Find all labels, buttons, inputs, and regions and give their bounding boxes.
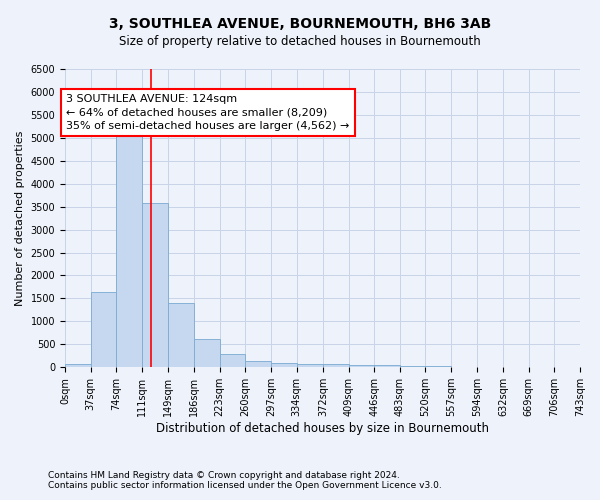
- Bar: [374, 365, 400, 367]
- Bar: [451, 366, 477, 367]
- Bar: [271, 362, 296, 367]
- X-axis label: Distribution of detached houses by size in Bournemouth: Distribution of detached houses by size …: [156, 422, 489, 435]
- Bar: [65, 364, 91, 367]
- Bar: [296, 364, 323, 367]
- Bar: [220, 354, 245, 367]
- Bar: [142, 202, 168, 367]
- Bar: [425, 366, 451, 367]
- Bar: [91, 292, 116, 367]
- Bar: [245, 361, 271, 367]
- Bar: [168, 302, 194, 367]
- Bar: [349, 364, 374, 367]
- Text: Size of property relative to detached houses in Bournemouth: Size of property relative to detached ho…: [119, 35, 481, 48]
- Text: 3 SOUTHLEA AVENUE: 124sqm
← 64% of detached houses are smaller (8,209)
35% of se: 3 SOUTHLEA AVENUE: 124sqm ← 64% of detac…: [67, 94, 350, 130]
- Text: Contains public sector information licensed under the Open Government Licence v3: Contains public sector information licen…: [48, 481, 442, 490]
- Bar: [400, 366, 425, 367]
- Text: 3, SOUTHLEA AVENUE, BOURNEMOUTH, BH6 3AB: 3, SOUTHLEA AVENUE, BOURNEMOUTH, BH6 3AB: [109, 18, 491, 32]
- Bar: [116, 135, 142, 367]
- Text: Contains HM Land Registry data © Crown copyright and database right 2024.: Contains HM Land Registry data © Crown c…: [48, 471, 400, 480]
- Y-axis label: Number of detached properties: Number of detached properties: [15, 130, 25, 306]
- Bar: [194, 339, 220, 367]
- Bar: [323, 364, 349, 367]
